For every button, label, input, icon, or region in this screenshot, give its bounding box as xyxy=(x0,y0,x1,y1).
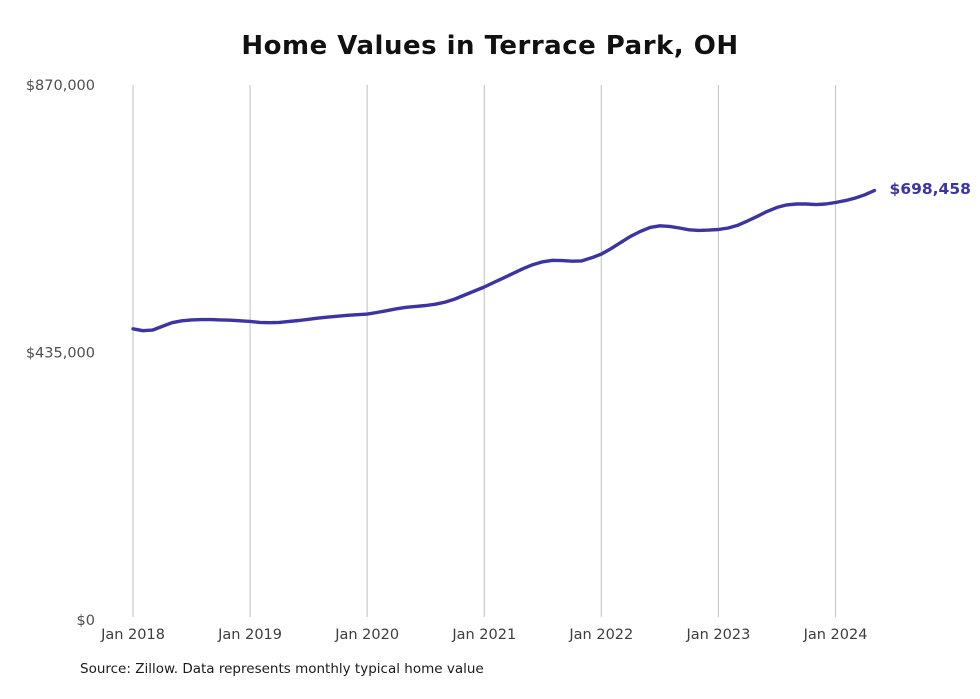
x-tick-label: Jan 2018 xyxy=(100,627,165,643)
chart-title: Home Values in Terrace Park, OH xyxy=(241,31,739,61)
x-tick-label: Jan 2022 xyxy=(568,627,633,643)
end-value-label: $698,458 xyxy=(889,180,971,199)
x-tick-label: Jan 2024 xyxy=(803,627,868,643)
x-tick-label: Jan 2019 xyxy=(217,627,282,643)
y-tick-label: $0 xyxy=(77,613,95,629)
y-tick-label: $435,000 xyxy=(26,346,95,362)
x-tick-label: Jan 2023 xyxy=(685,627,750,643)
x-tick-label: Jan 2020 xyxy=(334,627,399,643)
source-note: Source: Zillow. Data represents monthly … xyxy=(80,661,484,677)
home-value-line xyxy=(131,188,877,333)
y-tick-label: $870,000 xyxy=(26,78,95,94)
x-tick-label: Jan 2021 xyxy=(451,627,516,643)
